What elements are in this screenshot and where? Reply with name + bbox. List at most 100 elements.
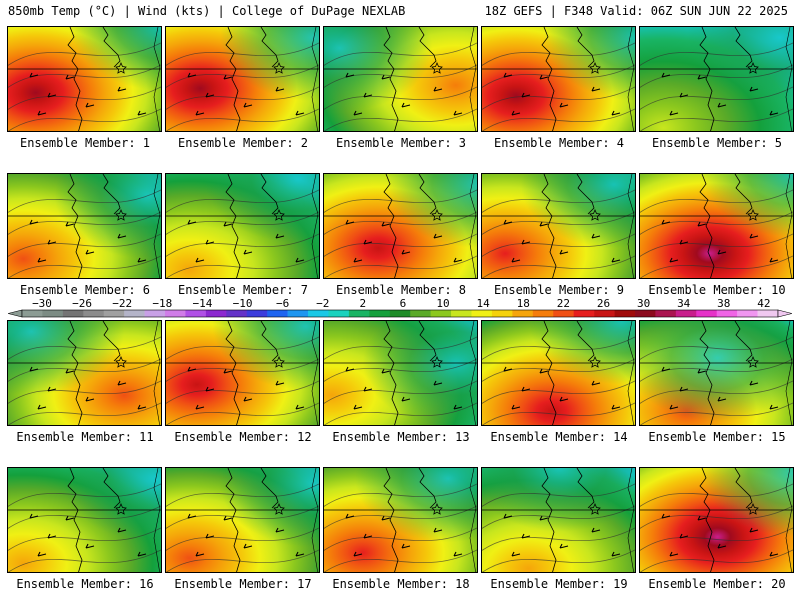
- colorbar-swatch: [308, 310, 329, 317]
- temperature-field: [8, 321, 161, 425]
- colorbar-tick-label: −18: [152, 297, 172, 310]
- colorbar-tick-label: 26: [597, 297, 610, 310]
- ensemble-member-map: [323, 173, 478, 279]
- ensemble-member-map: [165, 320, 320, 426]
- temperature-field: [482, 321, 635, 425]
- colorbar-swatch: [328, 310, 350, 317]
- colorbar-swatch: [696, 310, 718, 317]
- temperature-field: [640, 27, 793, 131]
- temperature-field: [8, 174, 161, 278]
- colorbar-tick-label: 42: [757, 297, 770, 310]
- colorbar-swatch: [165, 310, 186, 317]
- ensemble-member-label: Ensemble Member: 14: [490, 430, 628, 444]
- ensemble-member-map: [639, 26, 794, 132]
- colorbar-tick-label: 2: [360, 297, 367, 310]
- temperature-field: [640, 321, 793, 425]
- ensemble-member-map: [7, 26, 162, 132]
- temperature-field: [640, 468, 793, 572]
- colorbar-tick-label: −10: [233, 297, 253, 310]
- colorbar-swatch: [553, 310, 574, 317]
- colorbar-tick-label: −6: [276, 297, 289, 310]
- temperature-field: [166, 27, 319, 131]
- temperature-field: [482, 174, 635, 278]
- colorbar-swatch: [410, 310, 431, 317]
- temperature-colorbar: −30 −26 −22 −18 −14 −10 −6 −2 2 6 10 14 18 22 26 30 34 38…: [8, 297, 792, 318]
- colorbar-tick-label: 30: [637, 297, 650, 310]
- colorbar-swatch: [287, 310, 309, 317]
- colorbar-tick-label: −30: [32, 297, 52, 310]
- colorbar-swatch: [573, 310, 595, 317]
- colorbar-swatch: [757, 310, 779, 317]
- ensemble-member-label: Ensemble Member: 13: [332, 430, 470, 444]
- colorbar-swatch: [512, 310, 534, 317]
- ensemble-member-label: Ensemble Member: 3: [335, 136, 467, 150]
- colorbar-swatch: [471, 310, 493, 317]
- colorbar-swatch: [144, 310, 166, 317]
- ensemble-member-map: [165, 467, 320, 573]
- colorbar-tick-label: −26: [72, 297, 92, 310]
- temperature-field: [324, 27, 477, 131]
- colorbar-swatch: [103, 310, 125, 317]
- colorbar-swatch: [226, 310, 248, 317]
- ensemble-member-label: Ensemble Member: 6: [19, 283, 151, 297]
- ensemble-member-label: Ensemble Member: 1: [19, 136, 151, 150]
- colorbar-swatch: [614, 310, 636, 317]
- temperature-field: [324, 174, 477, 278]
- ensemble-member-map: [639, 467, 794, 573]
- ensemble-member-map: [7, 173, 162, 279]
- colorbar-tick-label: 38: [717, 297, 730, 310]
- colorbar-swatch: [389, 310, 411, 317]
- temperature-field: [640, 174, 793, 278]
- ensemble-member-map: [639, 173, 794, 279]
- colorbar-tick-label: 22: [557, 297, 570, 310]
- ensemble-member-label: Ensemble Member: 5: [651, 136, 783, 150]
- ensemble-member-map: [323, 467, 478, 573]
- colorbar-tick-label: 18: [517, 297, 530, 310]
- ensemble-member-label: Ensemble Member: 9: [493, 283, 625, 297]
- temperature-field: [8, 27, 161, 131]
- colorbar-swatch: [594, 310, 615, 317]
- colorbar-swatch: [22, 310, 43, 317]
- ensemble-member-label: Ensemble Member: 20: [648, 577, 786, 591]
- colorbar-swatch: [451, 310, 472, 317]
- temperature-field: [482, 468, 635, 572]
- ensemble-member-map: [481, 26, 636, 132]
- model-run-info: 18Z GEFS | F348 Valid: 06Z SUN JUN 22 20…: [484, 4, 788, 18]
- temperature-field: [482, 27, 635, 131]
- ensemble-member-map: [481, 320, 636, 426]
- colorbar-swatch: [532, 310, 554, 317]
- ensemble-member-label: Ensemble Member: 10: [648, 283, 786, 297]
- ensemble-member-label: Ensemble Member: 18: [332, 577, 470, 591]
- ensemble-member-map: [7, 320, 162, 426]
- temperature-field: [324, 468, 477, 572]
- ensemble-member-label: Ensemble Member: 8: [335, 283, 467, 297]
- colorbar-tick-label: −14: [192, 297, 212, 310]
- ensemble-member-label: Ensemble Member: 4: [493, 136, 625, 150]
- ensemble-member-label: Ensemble Member: 11: [16, 430, 154, 444]
- colorbar-tick-label: 34: [677, 297, 691, 310]
- colorbar-tick-label: −2: [316, 297, 329, 310]
- ensemble-member-map: [165, 26, 320, 132]
- ensemble-member-map: [481, 467, 636, 573]
- colorbar-swatch: [675, 310, 697, 317]
- ensemble-member-label: Ensemble Member: 19: [490, 577, 628, 591]
- colorbar-swatch: [83, 310, 105, 317]
- ensemble-member-map: [323, 320, 478, 426]
- colorbar-swatch: [430, 310, 452, 317]
- temperature-field: [8, 468, 161, 572]
- colorbar-swatch: [491, 310, 513, 317]
- ensemble-member-map: [639, 320, 794, 426]
- ensemble-member-map: [7, 467, 162, 573]
- ensemble-member-map: [323, 26, 478, 132]
- temperature-field: [166, 468, 319, 572]
- colorbar-tick-label: 10: [436, 297, 449, 310]
- ensemble-member-map: [481, 173, 636, 279]
- ensemble-member-label: Ensemble Member: 12: [174, 430, 312, 444]
- map-title: 850mb Temp (°C) | Wind (kts) | College o…: [8, 4, 406, 18]
- colorbar-swatch: [267, 310, 288, 317]
- temperature-field: [324, 321, 477, 425]
- colorbar-swatch: [246, 310, 268, 317]
- ensemble-member-label: Ensemble Member: 2: [177, 136, 309, 150]
- colorbar-tick-label: 6: [400, 297, 407, 310]
- colorbar-swatch: [716, 310, 738, 317]
